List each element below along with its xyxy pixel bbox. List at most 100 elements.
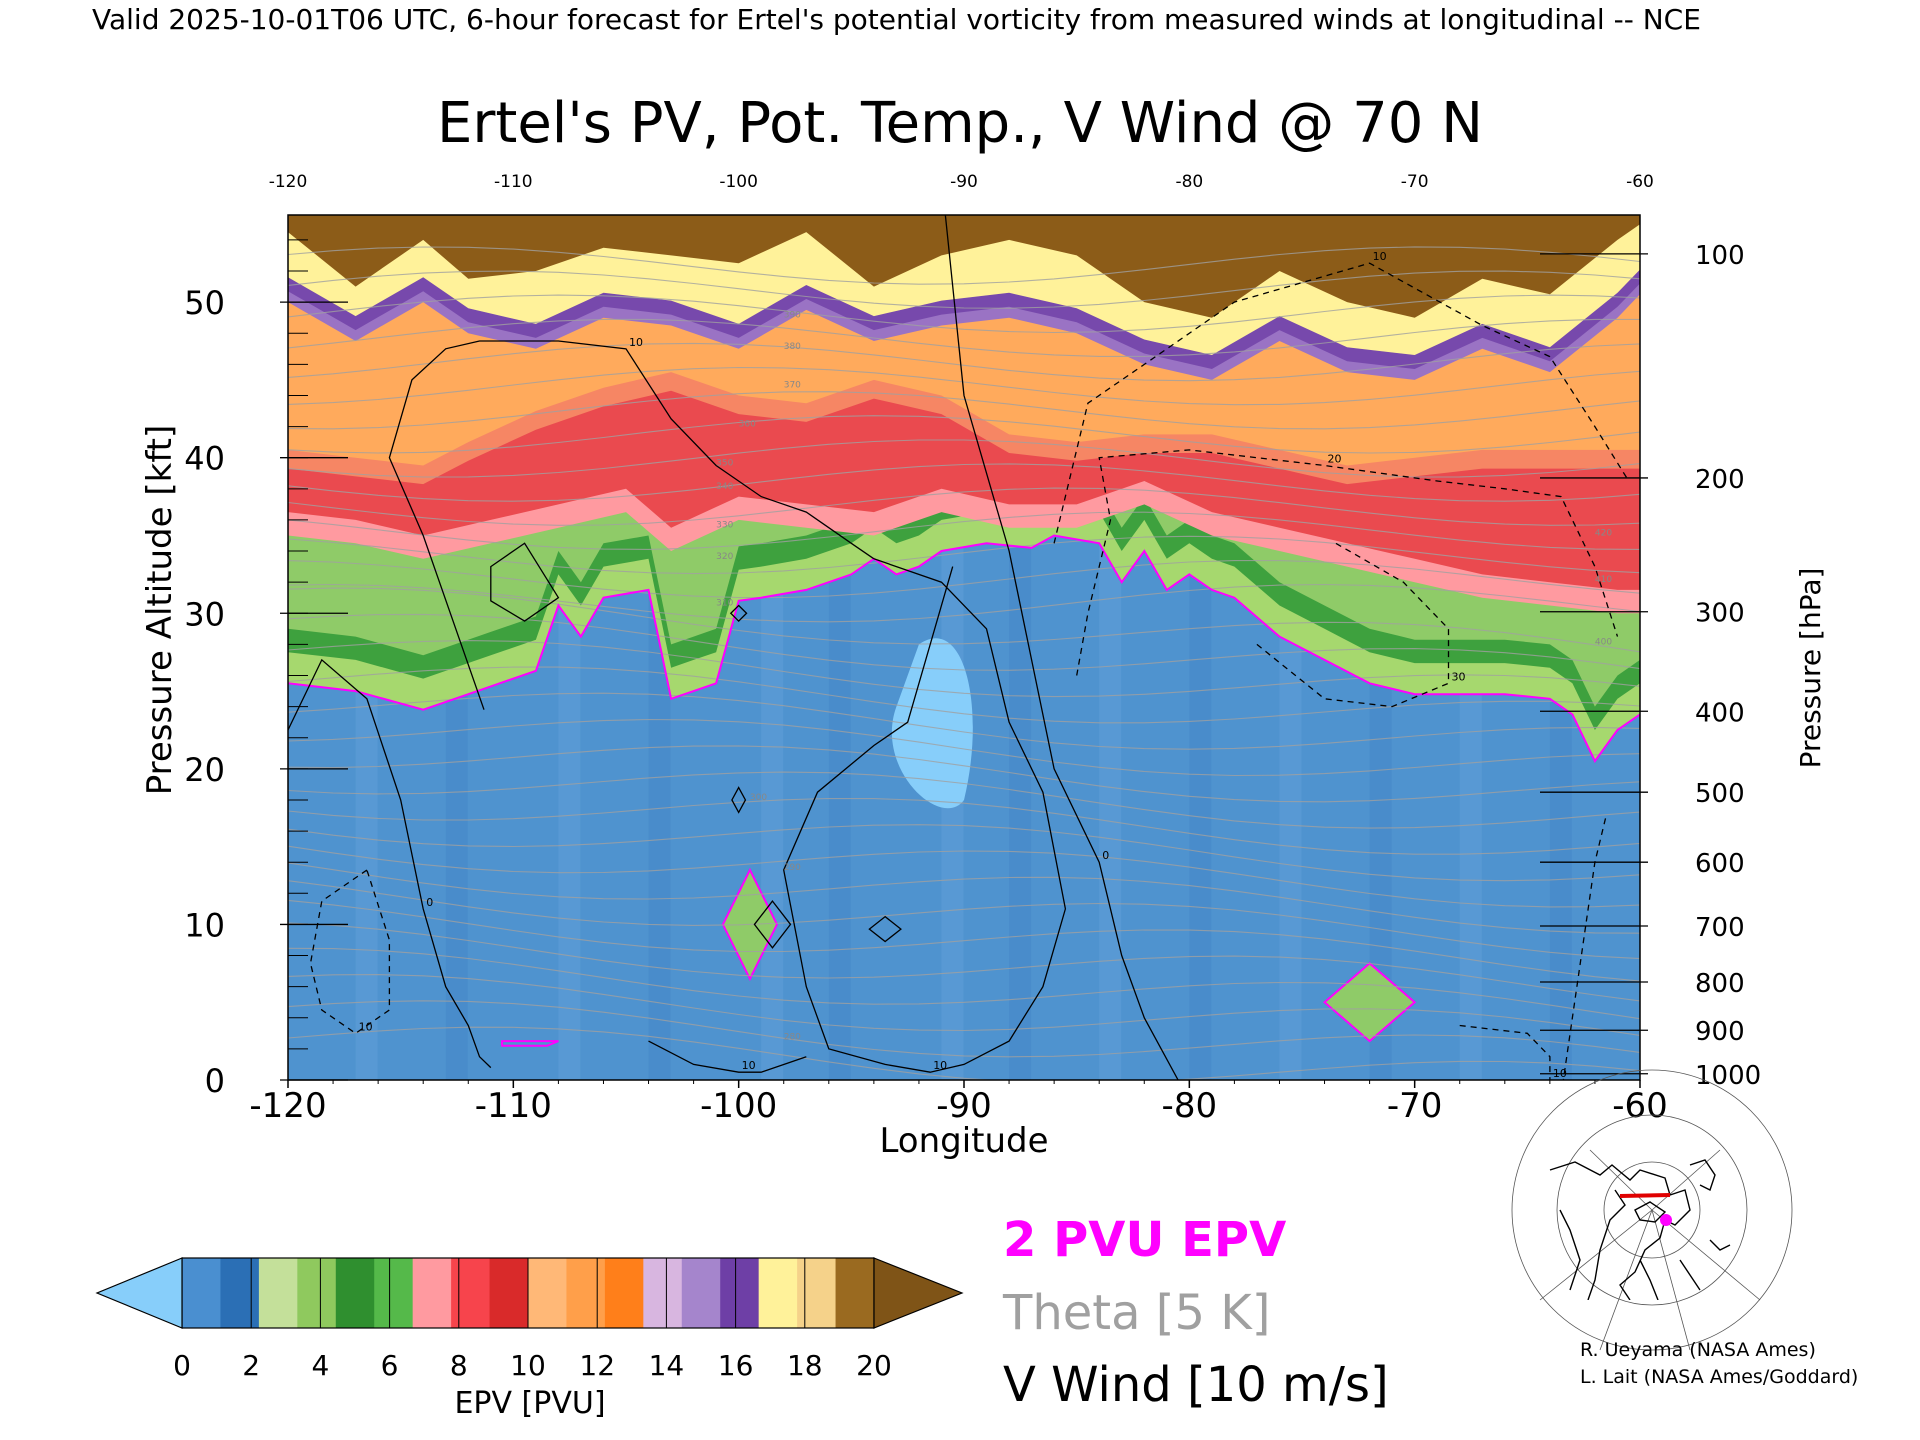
vwind-contour bbox=[783, 558, 1067, 1073]
vwind-contour-label: 20 bbox=[1328, 452, 1342, 465]
x-tick-label: -110 bbox=[475, 1086, 552, 1126]
colorbar-tick-label: 18 bbox=[787, 1349, 823, 1382]
x-tick-label: -80 bbox=[1162, 1086, 1218, 1126]
colorbar: 0 2 4 6 8 10 12 14 16 18 20 bbox=[95, 1257, 964, 1382]
vwind-contour bbox=[288, 658, 492, 1069]
theta-isentrope bbox=[288, 246, 1640, 285]
theta-isentrope bbox=[288, 824, 1640, 882]
colorbar-tick-label: 4 bbox=[311, 1349, 329, 1382]
theta-label: 350 bbox=[716, 458, 733, 468]
vwind-contour-label: 30 bbox=[1451, 670, 1465, 683]
vwind-small-contour bbox=[731, 786, 747, 814]
colorbar-segment bbox=[258, 1258, 298, 1328]
vwind-contour-label: 10 bbox=[742, 1059, 756, 1072]
vwind-contour bbox=[1053, 262, 1630, 544]
map-meridian bbox=[1651, 1149, 1721, 1211]
colorbar-segment bbox=[797, 1258, 837, 1328]
valid-time-header: Valid 2025-10-01T06 UTC, 6-hour forecast… bbox=[92, 3, 1701, 36]
theta-isentrope bbox=[288, 487, 1640, 526]
theta-isentrope bbox=[288, 899, 1640, 982]
colorbar-segment bbox=[566, 1258, 606, 1328]
theta-label: 380 bbox=[784, 342, 801, 352]
theta-isentrope bbox=[288, 862, 1640, 934]
plot-area: 1001010100102030102802903003103203303403… bbox=[287, 214, 1641, 1081]
vwind-contour bbox=[1076, 449, 1619, 676]
vwind-contour-label: 0 bbox=[1102, 849, 1109, 862]
y-tick-label: 50 bbox=[184, 284, 225, 322]
pv-low-patch bbox=[891, 638, 973, 809]
pv-2pvu-small-contour bbox=[501, 1040, 559, 1047]
theta-isentrope bbox=[288, 439, 1640, 478]
colorbar-tick-label: 12 bbox=[579, 1349, 615, 1382]
theta-isentrope bbox=[288, 640, 1640, 698]
map-lat-ring bbox=[1603, 1161, 1701, 1259]
vwind-contour bbox=[944, 215, 1179, 1080]
pressure-tick-label: 600 bbox=[1695, 849, 1745, 879]
map-meridian bbox=[1651, 1209, 1761, 1301]
vwind-contour-label: 10 bbox=[933, 1059, 947, 1072]
colorbar-tick-label: 6 bbox=[381, 1349, 399, 1382]
theta-isentrope bbox=[288, 845, 1640, 908]
map-lat-ring bbox=[1556, 1114, 1748, 1306]
pressure-tick-label: 100 bbox=[1695, 241, 1745, 271]
x-top-tick-label: -90 bbox=[950, 172, 978, 192]
credit-line: R. Ueyama (NASA Ames) bbox=[1580, 1339, 1816, 1361]
colorbar-segment bbox=[528, 1258, 567, 1328]
colorbar-segment bbox=[643, 1258, 683, 1328]
x-tick-label: -60 bbox=[1612, 1086, 1668, 1126]
colorbar-tick-label: 8 bbox=[450, 1349, 468, 1382]
x-tick-label: -90 bbox=[936, 1086, 992, 1126]
chart-title: Ertel's PV, Pot. Temp., V Wind @ 70 N bbox=[437, 91, 1483, 156]
pressure-tick-label: 200 bbox=[1695, 465, 1745, 495]
pressure-tick-label: 800 bbox=[1695, 969, 1745, 999]
colorbar-segment bbox=[220, 1258, 260, 1328]
vwind-contour bbox=[648, 1040, 807, 1073]
x-axis-label: Longitude bbox=[879, 1121, 1048, 1161]
map-meridian bbox=[1539, 1209, 1653, 1301]
colorbar-segment bbox=[835, 1258, 875, 1328]
vwind-contour-label: 10 bbox=[629, 336, 643, 349]
x-top-tick-label: -60 bbox=[1626, 172, 1654, 192]
pv-band-upper bbox=[288, 215, 1640, 318]
map-lat-ring bbox=[1511, 1069, 1793, 1351]
vwind-small-contour bbox=[729, 604, 748, 622]
pressure-tick-label: 1000 bbox=[1695, 1061, 1761, 1091]
y-tick-label: 10 bbox=[184, 906, 225, 944]
theta-isentrope bbox=[288, 974, 1640, 1036]
theta-label: 390 bbox=[784, 311, 801, 321]
x-tick-label: -100 bbox=[700, 1086, 777, 1126]
tropopause-2pvu-line bbox=[288, 534, 1640, 764]
y-tick-label: 0 bbox=[205, 1062, 225, 1100]
theta-label: 340 bbox=[716, 482, 733, 492]
y2-axis-label: Pressure [hPa] bbox=[1794, 568, 1827, 769]
theta-isentrope bbox=[288, 1000, 1640, 1058]
map-coastline bbox=[1549, 1159, 1731, 1300]
pressure-tick-label: 300 bbox=[1695, 599, 1745, 629]
colorbar-tick-label: 0 bbox=[173, 1349, 191, 1382]
theta-isentrope bbox=[288, 463, 1640, 502]
theta-label: 290 bbox=[784, 863, 801, 873]
theta-label: 280 bbox=[784, 1033, 801, 1043]
colorbar-segment bbox=[604, 1258, 644, 1328]
x-tick-label: -70 bbox=[1387, 1086, 1443, 1126]
theta-isentrope bbox=[288, 560, 1640, 599]
theta-isentrope bbox=[288, 745, 1640, 803]
legend-theta: Theta [5 K] bbox=[1003, 1285, 1271, 1341]
theta-isentrope bbox=[288, 613, 1640, 671]
y-axis-label: Pressure Altitude [kft] bbox=[140, 425, 180, 796]
theta-isentrope bbox=[288, 294, 1640, 334]
x-top-tick-label: -80 bbox=[1175, 172, 1203, 192]
theta-isentrope bbox=[288, 692, 1640, 750]
theta-label: 400 bbox=[1595, 637, 1612, 647]
colorbar-segment bbox=[335, 1258, 375, 1328]
vwind-contour-label: 10 bbox=[1373, 250, 1387, 263]
locator-map bbox=[1511, 1069, 1793, 1351]
map-meridian bbox=[1651, 1209, 1691, 1351]
theta-label: 370 bbox=[784, 381, 801, 391]
theta-label: 360 bbox=[739, 420, 756, 430]
theta-label: 320 bbox=[716, 552, 733, 562]
legend-2pvu: 2 PVU EPV bbox=[1003, 1212, 1287, 1268]
vwind-contour-label: 0 bbox=[426, 896, 433, 909]
colorbar-segment bbox=[374, 1258, 414, 1328]
colorbar-tick-label: 20 bbox=[856, 1349, 892, 1382]
